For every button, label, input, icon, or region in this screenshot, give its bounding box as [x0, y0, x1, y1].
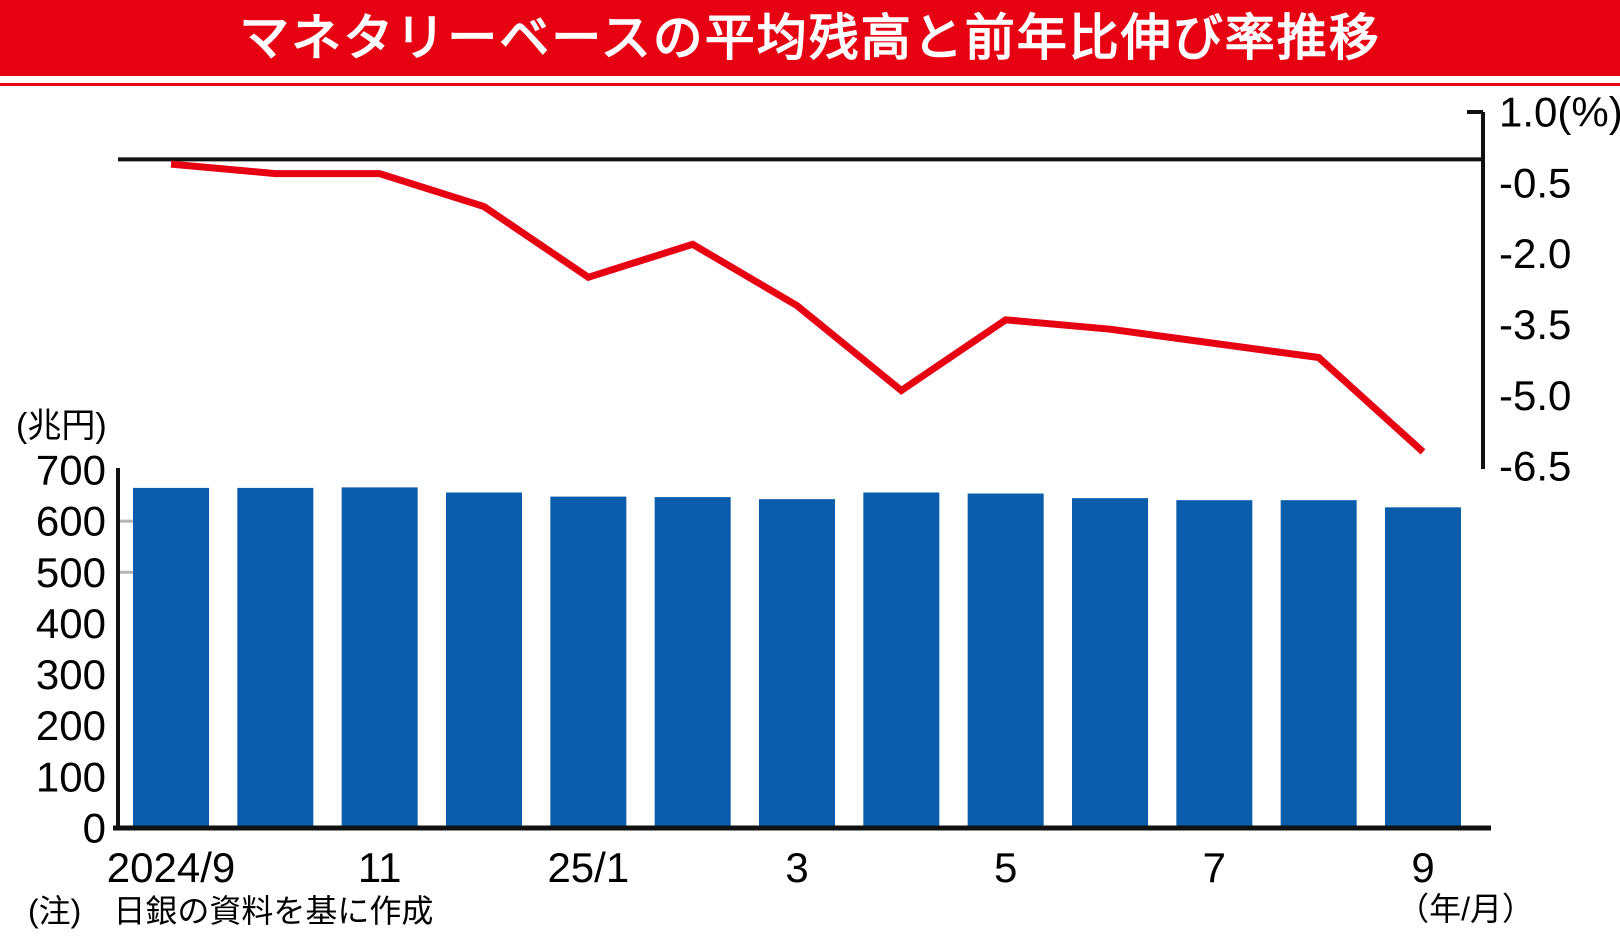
right-axis-tick-label: 1.0(%): [1499, 89, 1620, 136]
title-banner: マネタリーベースの平均残高と前年比伸び率推移: [0, 0, 1620, 76]
x-axis-tick-label: 7: [1203, 844, 1226, 891]
right-axis-tick-label: -2.0: [1499, 230, 1571, 277]
right-axis-tick-label: -3.5: [1499, 301, 1571, 348]
right-axis-tick-label: -0.5: [1499, 159, 1571, 206]
x-axis-tick-label: 5: [994, 844, 1017, 891]
bar-monetary-base-2025/3: [758, 499, 835, 828]
bar-monetary-base-2025/1: [550, 496, 627, 828]
left-axis-tick-label: 500: [36, 549, 106, 596]
bar-monetary-base-2025/7: [1176, 500, 1253, 828]
left-axis-tick-label: 300: [36, 651, 106, 698]
right-axis-tick-label: -5.0: [1499, 372, 1571, 419]
x-axis-tick-label: 9: [1411, 844, 1434, 891]
bar-monetary-base-2025/5: [967, 493, 1044, 828]
left-axis-tick-label: 700: [36, 447, 106, 494]
x-axis-tick-label: 2024/9: [107, 844, 235, 891]
bar-monetary-base-2025/4: [863, 492, 940, 828]
left-axis-tick-label: 600: [36, 498, 106, 545]
page-title: マネタリーベースの平均残高と前年比伸び率推移: [239, 10, 1381, 66]
left-axis-tick-label: 400: [36, 600, 106, 647]
x-axis-tick-label: 25/1: [547, 844, 629, 891]
bar-monetary-base-2025/6: [1071, 498, 1148, 828]
source-note: (注) 日銀の資料を基に作成: [28, 893, 434, 929]
left-axis-tick-label: 200: [36, 702, 106, 749]
bar-monetary-base-2025/9: [1384, 507, 1461, 828]
left-axis-tick-label: 0: [83, 805, 106, 852]
x-axis-tick-label: 11: [358, 844, 402, 891]
bar-monetary-base-2025/8: [1280, 500, 1357, 828]
bar-monetary-base-2025/2: [654, 497, 731, 828]
bar-monetary-base-2024/12: [445, 492, 522, 828]
line-yoy-growth-rate: [170, 160, 1426, 455]
left-axis-tick-label: 100: [36, 753, 106, 800]
bar-monetary-base-2024/9: [133, 487, 209, 828]
x-axis-tick-label: 3: [785, 844, 808, 891]
banner-underline: [0, 83, 1620, 86]
left-axis-unit-label: (兆円): [16, 407, 107, 445]
bar-monetary-base-2024/10: [237, 487, 314, 828]
x-axis-unit-label: （年/月）: [1397, 891, 1534, 927]
right-axis-tick-label: -6.5: [1499, 443, 1571, 490]
bar-monetary-base-2024/11: [341, 487, 418, 828]
